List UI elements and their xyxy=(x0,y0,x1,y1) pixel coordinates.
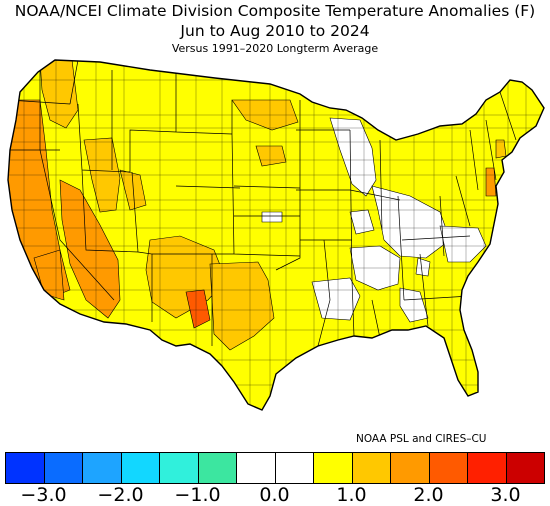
scale-tick-label: −1.0 xyxy=(174,484,221,506)
color-swatch-3 xyxy=(121,453,160,484)
color-swatch-13 xyxy=(506,453,545,484)
color-swatch-6 xyxy=(237,453,276,484)
scale-tick-label: 3.0 xyxy=(490,484,521,506)
scale-tick-label: 0.0 xyxy=(259,484,290,506)
scale-tick-label: 1.0 xyxy=(336,484,367,506)
color-swatch-12 xyxy=(468,453,507,484)
color-swatch-4 xyxy=(160,453,199,484)
color-swatch-7 xyxy=(275,453,314,484)
color-swatch-5 xyxy=(198,453,237,484)
map-title: NOAA/NCEI Climate Division Composite Tem… xyxy=(14,2,536,20)
scale-tick-label: 2.0 xyxy=(413,484,444,506)
color-swatch-8 xyxy=(314,453,353,484)
us-climate-division-map xyxy=(7,59,545,411)
map-subtitle: Jun to Aug 2010 to 2024 xyxy=(180,22,370,40)
color-swatch-2 xyxy=(83,453,122,484)
scale-tick-label: −3.0 xyxy=(20,484,67,506)
color-swatch-0 xyxy=(6,453,45,484)
color-swatch-9 xyxy=(352,453,391,484)
color-swatch-11 xyxy=(429,453,468,484)
color-swatch-1 xyxy=(44,453,83,484)
data-credit: NOAA PSL and CIRES–CU xyxy=(356,433,487,445)
color-scale-bar xyxy=(5,452,545,484)
map-baseline-note: Versus 1991–2020 Longterm Average xyxy=(171,42,379,55)
color-swatch-10 xyxy=(391,453,430,484)
scale-tick-label: −2.0 xyxy=(97,484,144,506)
